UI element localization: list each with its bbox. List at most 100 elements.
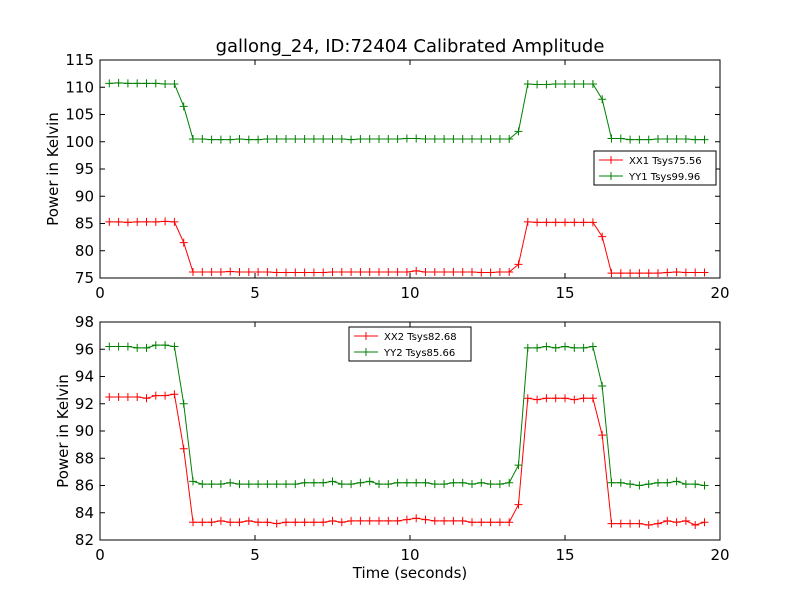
x-axis-label: Time (seconds) [352, 564, 468, 582]
data-point [319, 268, 328, 277]
data-point [254, 268, 263, 277]
data-point [226, 518, 235, 527]
data-point [598, 431, 607, 440]
data-point [402, 268, 411, 277]
data-point [514, 500, 523, 509]
data-point [635, 135, 644, 144]
data-point [114, 392, 123, 401]
data-point [226, 135, 235, 144]
data-point [663, 268, 672, 277]
data-point [114, 342, 123, 351]
data-point [588, 342, 597, 351]
data-point [216, 480, 225, 489]
data-point [337, 518, 346, 527]
data-point [495, 135, 504, 144]
data-point [468, 518, 476, 527]
data-point [681, 516, 690, 525]
data-point [449, 268, 458, 277]
data-point [272, 135, 281, 144]
data-point [198, 480, 207, 489]
data-point [282, 518, 290, 527]
series-line [109, 344, 705, 487]
data-point [207, 135, 216, 144]
data-point [375, 268, 383, 277]
data-point [551, 218, 560, 227]
data-point [588, 218, 597, 227]
data-point [440, 135, 449, 144]
data-point [105, 342, 114, 351]
data-point [393, 135, 402, 144]
data-point [663, 516, 672, 525]
data-point [598, 232, 607, 241]
data-point [486, 518, 495, 527]
data-point [570, 79, 579, 88]
data-point [272, 268, 281, 277]
data-point [626, 519, 635, 528]
data-point [616, 134, 625, 143]
data-point [663, 135, 672, 144]
data-point [681, 480, 690, 489]
data-point [402, 478, 411, 487]
data-point [505, 268, 514, 277]
data-point [421, 478, 430, 487]
data-point [198, 135, 207, 144]
data-point [486, 135, 495, 144]
data-point [272, 480, 281, 489]
data-point [505, 518, 514, 527]
data-point [189, 477, 197, 486]
data-point [347, 268, 356, 277]
data-point [309, 518, 318, 527]
data-point [533, 395, 542, 404]
data-point [207, 518, 216, 527]
data-point [412, 266, 421, 275]
data-point [635, 269, 644, 278]
data-point [514, 461, 523, 470]
data-point [151, 79, 160, 88]
data-point [691, 521, 700, 530]
legend-label: YY2 Tsys85.66 [383, 348, 455, 359]
data-point [672, 518, 681, 527]
data-point [440, 480, 449, 489]
data-point [337, 268, 346, 277]
data-point [337, 135, 346, 144]
data-point [533, 343, 542, 352]
data-point [495, 268, 504, 277]
data-point [328, 135, 337, 144]
data-point [579, 218, 588, 227]
data-point [254, 480, 263, 489]
data-point [654, 269, 662, 278]
data-point [477, 268, 486, 277]
data-point [486, 480, 495, 489]
data-point [328, 268, 337, 277]
data-point [123, 342, 132, 351]
data-point [393, 478, 402, 487]
y-tick-label: 88 [75, 449, 94, 467]
data-point [179, 444, 188, 453]
data-point [663, 478, 672, 487]
data-point [161, 341, 170, 350]
data-point [170, 342, 179, 351]
data-point [468, 268, 476, 277]
data-point [542, 218, 551, 227]
data-point [309, 135, 318, 144]
data-point [551, 394, 560, 403]
plot-area [105, 78, 709, 278]
data-point [449, 478, 458, 487]
data-point [161, 391, 170, 400]
y-tick-label: 85 [75, 215, 94, 233]
data-point [561, 342, 569, 351]
data-point [133, 392, 142, 401]
data-point [161, 79, 170, 88]
data-point [691, 480, 700, 489]
x-tick-label: 10 [400, 546, 419, 564]
data-point [189, 135, 197, 144]
data-point [216, 516, 225, 525]
data-point [133, 79, 142, 88]
data-point [626, 135, 635, 144]
legend-item: XX2 Tsys82.68 [354, 332, 457, 343]
data-point [179, 399, 188, 408]
data-point [282, 135, 290, 144]
y-tick-label: 100 [65, 133, 94, 151]
data-point [421, 268, 430, 277]
data-point [226, 267, 235, 276]
